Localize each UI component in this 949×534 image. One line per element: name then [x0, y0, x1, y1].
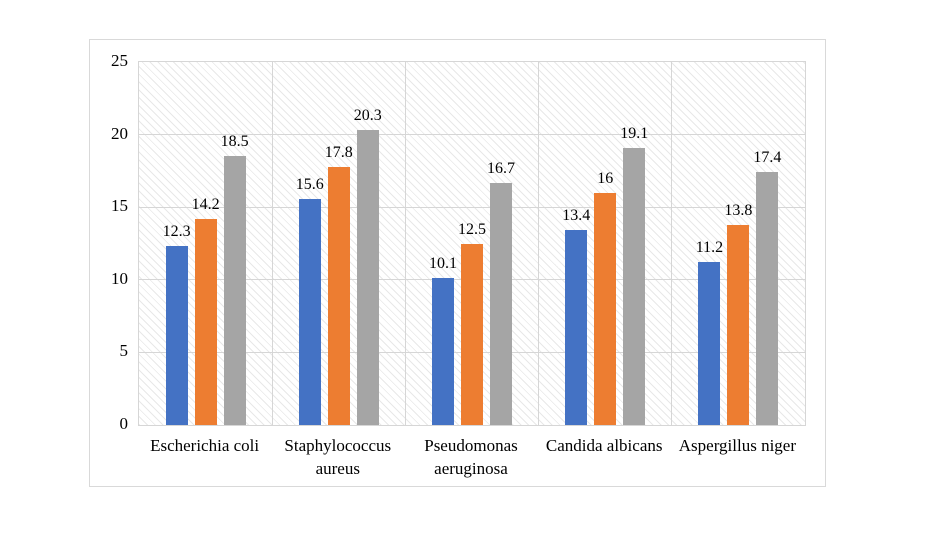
data-label: 13.4 [562, 207, 591, 225]
data-label: 15.6 [295, 175, 324, 193]
category-label: Escherichia coli [150, 436, 260, 455]
gray-series-bar [223, 156, 246, 425]
y-axis-label-10: 10 [111, 268, 128, 288]
data-label: 14.2 [191, 195, 220, 213]
data-label: 20.3 [353, 107, 382, 125]
orange-series-bar [461, 243, 483, 425]
category-divider [404, 62, 406, 425]
y-axis-label-5: 5 [119, 341, 129, 361]
data-label: 13.8 [724, 201, 753, 219]
y-axis-label-20: 20 [111, 123, 128, 143]
data-label: 17.8 [324, 143, 353, 161]
y-axis-label-25: 25 [111, 51, 128, 70]
data-label: 18.5 [220, 133, 249, 151]
data-label: 12.5 [458, 220, 486, 238]
gray-series-bar [356, 130, 379, 425]
data-label: 16 [597, 169, 614, 187]
data-label: 11.2 [695, 239, 724, 257]
chart-frame: 0 5 10 15 20 25 12.3 14.2 18.5 15.6 17.8 20.3 10.1 1… [89, 39, 826, 487]
category-divider [538, 62, 540, 425]
category-label: Candida albicans [545, 436, 663, 455]
orange-series-bar [194, 218, 217, 425]
data-label: 17.4 [753, 149, 782, 167]
blue-series-bar [565, 230, 588, 425]
category-divider [271, 62, 273, 425]
data-label: 12.3 [162, 223, 191, 241]
gray-series-bar [490, 182, 512, 425]
x-axis: Escherichia coli Staphylococcus aureus Pse… [138, 432, 804, 484]
y-axis: 0 5 10 15 20 25 [90, 40, 128, 486]
category-label: Staphylococcus aureus [284, 436, 392, 478]
orange-series-bar [594, 192, 617, 425]
gridline-20 [139, 134, 805, 136]
orange-series-bar [727, 224, 750, 425]
data-label: 16.7 [487, 159, 515, 177]
plot-area: 12.3 14.2 18.5 15.6 17.8 20.3 10.1 12.5 16.7 13.4… [138, 61, 806, 426]
data-label: 19.1 [620, 124, 649, 142]
gray-series-bar [623, 147, 646, 425]
blue-series-bar [698, 262, 721, 425]
category-label: Aspergillus niger [678, 436, 797, 455]
category-label: Pseudomonas aeruginosa [424, 436, 518, 478]
blue-series-bar [165, 246, 188, 425]
gray-series-bar [756, 172, 779, 425]
data-label: 10.1 [429, 255, 457, 273]
blue-series-bar [432, 278, 454, 425]
y-axis-label-15: 15 [111, 196, 128, 216]
orange-series-bar [327, 166, 350, 425]
y-axis-label-0: 0 [119, 414, 129, 433]
category-divider [671, 62, 673, 425]
gridline-15 [139, 206, 805, 208]
blue-series-bar [298, 198, 321, 425]
